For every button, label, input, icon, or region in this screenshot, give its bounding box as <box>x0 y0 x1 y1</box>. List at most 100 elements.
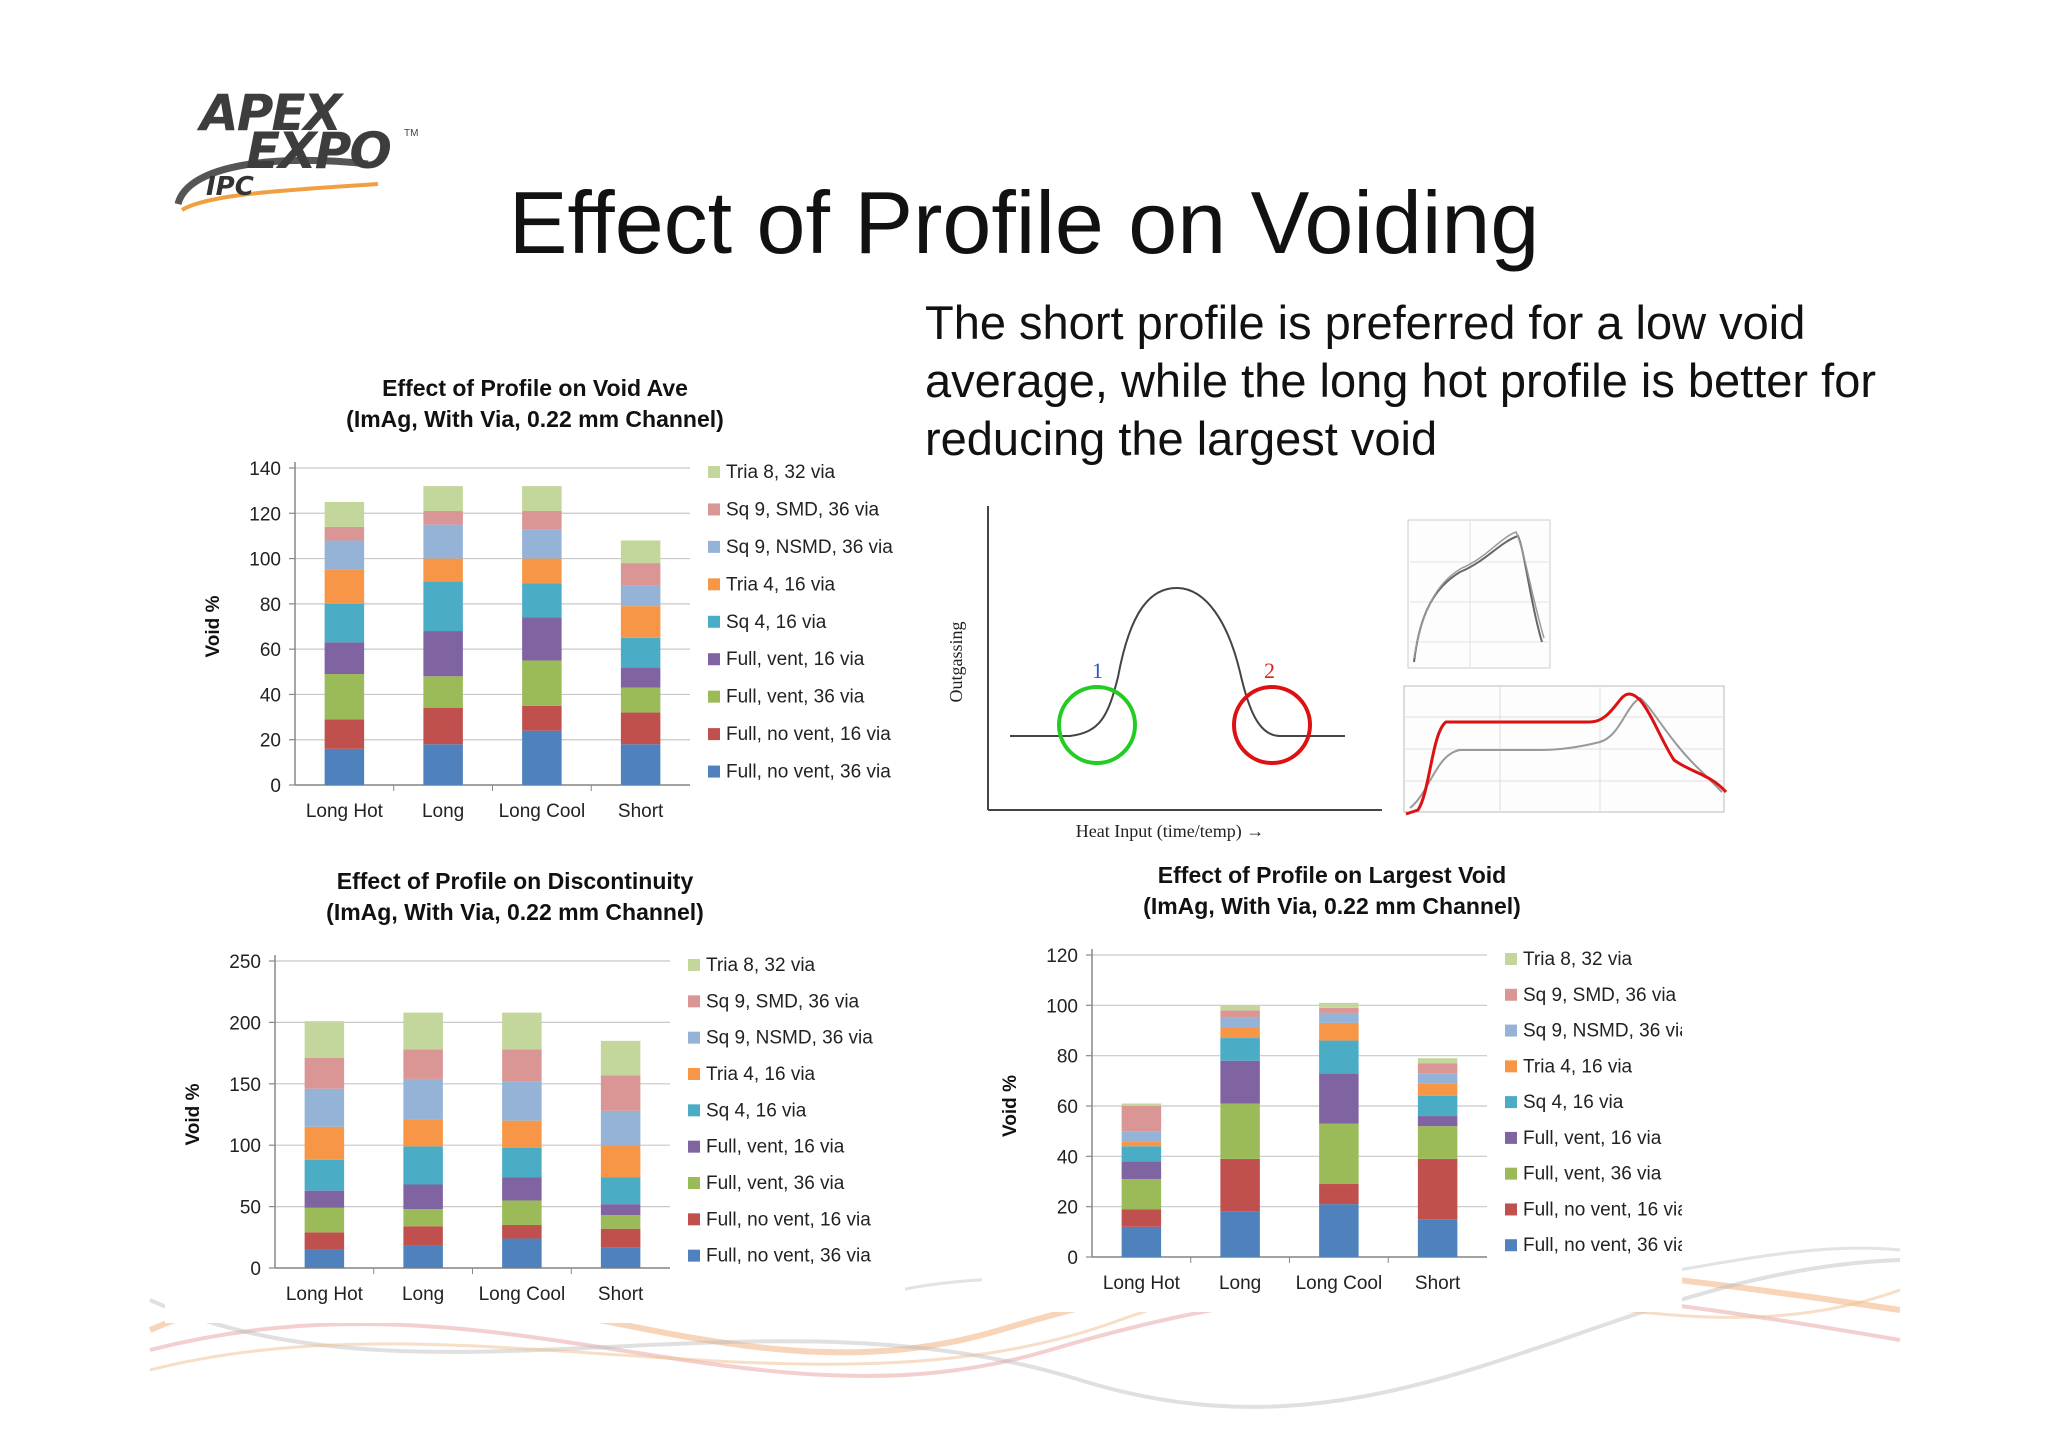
bar-segment <box>304 1249 345 1268</box>
end-circle-2 <box>1232 685 1312 765</box>
legend-swatch <box>688 1068 700 1080</box>
bar-segment <box>403 1119 443 1147</box>
bar-segment <box>1319 1007 1359 1013</box>
bar-segment <box>423 524 463 559</box>
bar-segment <box>502 1225 542 1239</box>
bar-segment <box>1121 1209 1162 1227</box>
x-category-label: Short <box>598 1284 644 1305</box>
bar-segment <box>423 558 463 582</box>
bar-segment <box>620 540 661 564</box>
legend-swatch <box>688 959 700 971</box>
outgassing-curve <box>1010 586 1345 737</box>
chart-title: Effect of Profile on Discontinuity <box>337 868 694 894</box>
bar-segment <box>304 1207 345 1233</box>
bar-segment <box>620 585 661 607</box>
bar-segment <box>1121 1131 1162 1142</box>
bar-segment <box>1417 1063 1458 1074</box>
y-axis-title: Void % <box>203 595 224 657</box>
bar-segment <box>522 486 562 512</box>
bar-segment <box>600 1145 641 1178</box>
bar-segment <box>502 1120 542 1148</box>
legend-swatch <box>688 1031 700 1044</box>
bar-segment <box>600 1215 641 1229</box>
y-tick-label: 200 <box>229 1013 261 1034</box>
x-category-label: Long <box>402 1284 444 1305</box>
legend-swatch <box>1505 1167 1517 1180</box>
bar-segment <box>1417 1158 1458 1220</box>
x-category-label: Long Hot <box>306 801 384 822</box>
bar-segment <box>1220 1211 1260 1257</box>
chart-svg: Effect of Profile on Discontinuity (ImAg,… <box>183 868 873 1305</box>
legend-label: Full, vent, 36 via <box>726 687 865 708</box>
bar-segment <box>1319 1012 1359 1023</box>
slide-summary: The short profile is preferred for a low… <box>925 296 1876 465</box>
bar-segment <box>600 1110 641 1146</box>
legend-swatch <box>688 1213 700 1226</box>
bar-segment <box>1121 1103 1162 1106</box>
bar-segment <box>1121 1106 1162 1132</box>
bar-segment <box>423 511 463 525</box>
bar-segment <box>620 667 661 688</box>
bar-segment <box>403 1049 443 1079</box>
legend-label: Sq 9, SMD, 36 via <box>706 991 860 1012</box>
chart-subtitle: (ImAg, With Via, 0.22 mm Channel) <box>326 899 704 925</box>
bar-segment <box>423 708 463 745</box>
y-tick-label: 0 <box>270 776 281 797</box>
bar-segment <box>1220 1017 1260 1028</box>
x-category-label: Long Cool <box>1296 1273 1383 1294</box>
legend-label: Full, no vent, 36 via <box>726 762 891 783</box>
x-category-label: Long Hot <box>1103 1273 1181 1294</box>
bar-segment <box>502 1081 542 1121</box>
bar-segment <box>1121 1146 1162 1162</box>
legend-swatch <box>1505 1131 1517 1144</box>
bar-segment <box>502 1177 542 1201</box>
legend-swatch <box>708 653 720 666</box>
bar-segment <box>403 1012 443 1050</box>
bar-segment <box>502 1012 542 1050</box>
x-category-label: Short <box>618 801 664 822</box>
bar-segment <box>1417 1116 1458 1127</box>
legend-label: Tria 8, 32 via <box>726 462 836 483</box>
bar-segment <box>1220 1038 1260 1061</box>
legend-label: Full, vent, 16 via <box>706 1137 845 1158</box>
bar-segment <box>1417 1073 1458 1084</box>
legend-label: Full, vent, 16 via <box>726 649 865 670</box>
legend-swatch <box>1505 1096 1517 1109</box>
y-tick-label: 60 <box>1057 1097 1078 1118</box>
legend-label: Full, no vent, 36 via <box>706 1246 871 1267</box>
reflow-outgassing-diagram: Outgassing Heat Input (time/temp) → 1 2 <box>946 506 1728 842</box>
legend-label: Sq 9, NSMD, 36 via <box>726 537 893 558</box>
bar-segment <box>1417 1083 1458 1096</box>
legend-label: Tria 4, 16 via <box>706 1064 816 1085</box>
y-tick-label: 0 <box>1067 1248 1078 1269</box>
y-axis-title: Void % <box>1000 1075 1021 1137</box>
bar-segment <box>324 748 365 785</box>
bar-segment <box>1417 1058 1458 1064</box>
bar-segment <box>522 730 562 785</box>
bar-segment <box>403 1209 443 1227</box>
legend-label: Tria 4, 16 via <box>1523 1056 1633 1077</box>
legend-label: Tria 8, 32 via <box>1523 949 1633 970</box>
legend-label: Full, no vent, 16 via <box>706 1209 871 1230</box>
bar-segment <box>403 1245 443 1268</box>
bar-segment <box>304 1232 345 1250</box>
bar-segment <box>324 674 365 720</box>
bar-segment <box>620 744 661 785</box>
y-tick-label: 40 <box>1057 1147 1078 1168</box>
chart-svg: Effect of Profile on Largest Void (ImAg, … <box>1000 862 1690 1294</box>
diagram-y-label: Outgassing <box>946 622 966 703</box>
y-tick-label: 20 <box>260 731 281 752</box>
bar-segment <box>522 617 562 661</box>
bar-segment <box>304 1190 345 1208</box>
bar-segment <box>423 631 463 677</box>
bar-segment <box>324 569 365 604</box>
y-tick-label: 60 <box>260 640 281 661</box>
largest-void-chart: Effect of Profile on Largest Void (ImAg, … <box>982 852 1690 1312</box>
bar-segment <box>423 744 463 785</box>
y-tick-label: 120 <box>249 504 281 525</box>
legend-swatch <box>708 728 720 741</box>
bar-segment <box>304 1058 345 1089</box>
legend-swatch <box>1505 1060 1517 1073</box>
bar-segment <box>324 642 365 675</box>
bar-segment <box>1121 1141 1162 1147</box>
